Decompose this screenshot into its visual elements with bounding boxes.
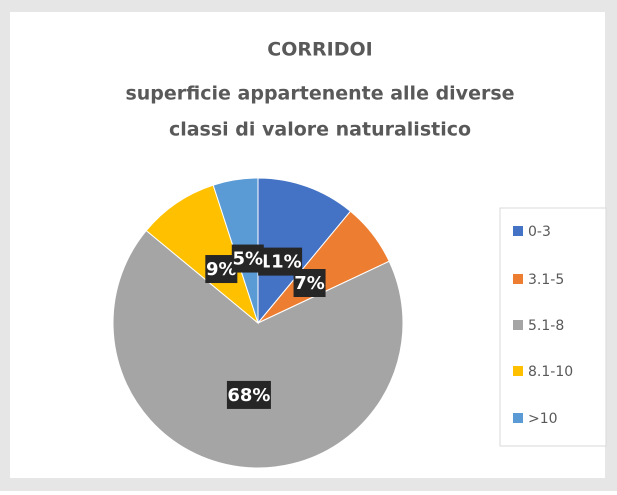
label-box	[293, 269, 326, 298]
label-box	[231, 244, 264, 273]
data-label: 11%	[259, 252, 302, 273]
chart-title: superficie appartenente alle diverse	[125, 83, 514, 105]
pie-slice	[257, 177, 352, 325]
legend-label: 3.1-5	[528, 272, 564, 288]
data-label: 9%	[206, 259, 237, 280]
legend-swatch	[513, 274, 523, 284]
chart-title: CORRIDOI	[267, 39, 372, 61]
pie-slice	[145, 184, 260, 325]
label-box	[226, 380, 271, 409]
chart-title: classi di valore naturalistico	[169, 119, 471, 141]
legend-label: 5.1-8	[528, 318, 564, 334]
legend-label: >10	[528, 411, 558, 427]
legend-swatch	[513, 226, 523, 236]
legend-swatch	[513, 413, 523, 423]
legend-swatch	[513, 366, 523, 376]
legend-swatch	[513, 320, 523, 330]
pie-slice	[112, 229, 404, 469]
legend-label: 0-3	[528, 224, 551, 240]
data-label: 7%	[294, 273, 325, 294]
data-label: 5%	[233, 249, 264, 270]
legend-label: 8.1-10	[528, 364, 573, 380]
data-label: 68%	[227, 385, 270, 406]
